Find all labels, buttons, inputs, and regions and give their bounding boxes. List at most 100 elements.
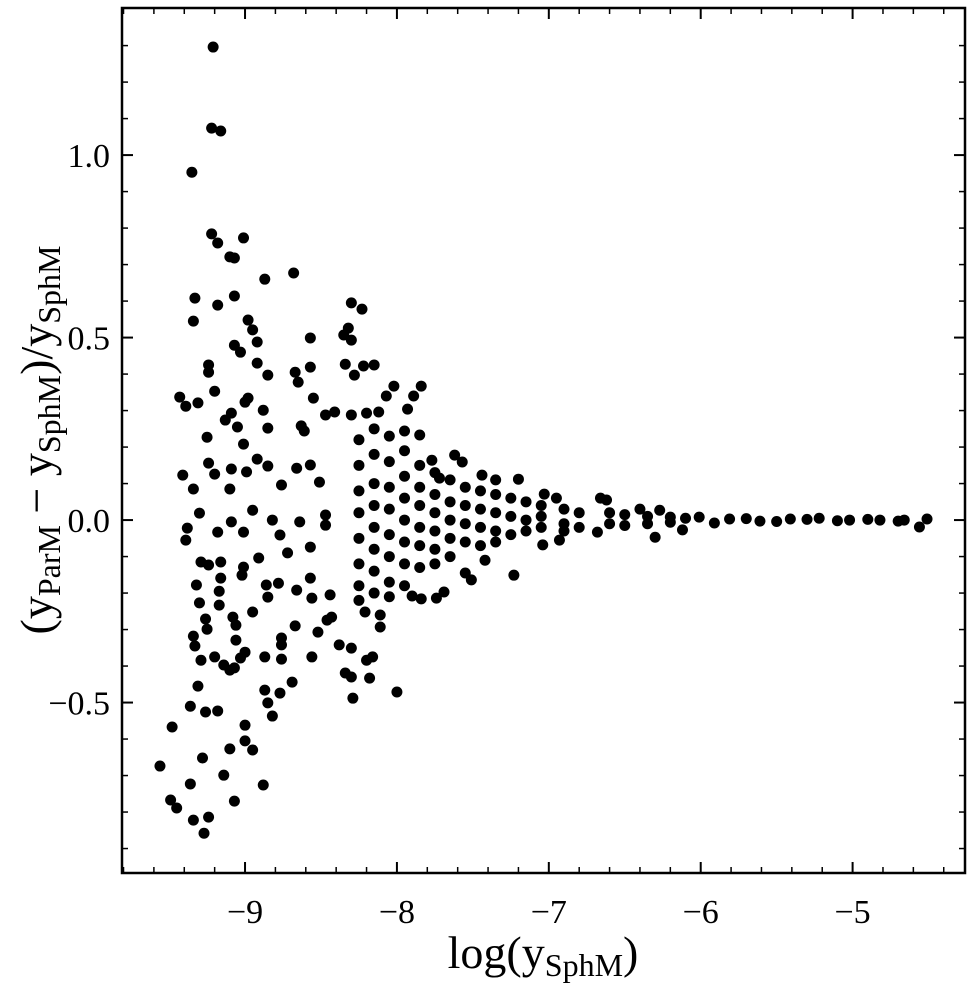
point	[274, 529, 286, 541]
point	[201, 623, 213, 635]
point	[241, 466, 253, 478]
point	[465, 574, 477, 586]
point	[708, 517, 720, 529]
point	[353, 558, 365, 570]
point	[251, 453, 263, 465]
point	[353, 532, 365, 544]
point	[429, 543, 441, 555]
point	[537, 539, 549, 551]
point	[508, 569, 520, 581]
point	[388, 380, 400, 392]
point	[374, 621, 386, 633]
point	[444, 474, 456, 486]
point	[505, 510, 517, 522]
point	[353, 580, 365, 592]
point	[408, 390, 420, 402]
point	[275, 479, 287, 491]
point	[449, 449, 461, 461]
point	[654, 504, 666, 516]
point	[459, 518, 471, 530]
point	[154, 760, 166, 772]
ylabel-part: SphM	[31, 246, 67, 324]
x-tick-label: −6	[683, 894, 719, 931]
point	[215, 572, 227, 584]
point	[429, 467, 441, 479]
point	[844, 514, 856, 526]
point	[383, 430, 395, 442]
y-tick-label: 0.0	[68, 503, 111, 540]
point	[324, 589, 336, 601]
point	[456, 456, 468, 468]
point	[676, 524, 688, 536]
point	[813, 512, 825, 524]
point	[474, 485, 486, 497]
point	[212, 526, 224, 538]
point	[414, 459, 426, 471]
point	[231, 421, 243, 433]
point	[187, 630, 199, 642]
point	[239, 719, 251, 731]
point	[444, 532, 456, 544]
point	[490, 474, 502, 486]
point	[573, 521, 585, 533]
x-tick-label: −5	[835, 894, 871, 931]
point	[399, 425, 411, 437]
point	[361, 407, 373, 419]
point	[831, 515, 843, 527]
point	[345, 334, 357, 346]
point	[345, 671, 357, 683]
point	[213, 585, 225, 597]
point	[512, 473, 524, 485]
ylabel-part: ParM	[31, 525, 67, 596]
point	[359, 606, 371, 618]
point	[862, 513, 874, 525]
point	[364, 672, 376, 684]
point	[680, 512, 692, 524]
point	[754, 515, 766, 527]
point	[520, 514, 532, 526]
point	[399, 514, 411, 526]
point	[374, 609, 386, 621]
point	[266, 514, 278, 526]
point	[242, 392, 254, 404]
point	[383, 576, 395, 588]
point	[184, 700, 196, 712]
xlabel-part: log(y	[448, 927, 545, 978]
point	[892, 515, 904, 527]
point	[200, 706, 212, 718]
x-tick-label: −9	[227, 894, 263, 931]
point	[740, 513, 752, 525]
point	[520, 496, 532, 508]
point	[192, 680, 204, 692]
point	[368, 478, 380, 490]
point	[262, 460, 274, 472]
point	[724, 513, 736, 525]
xlabel-part: )	[623, 927, 638, 978]
point	[298, 425, 310, 437]
point	[203, 559, 215, 571]
point	[383, 529, 395, 541]
point	[257, 779, 269, 791]
point	[262, 369, 274, 381]
point	[535, 521, 547, 533]
point	[368, 499, 380, 511]
point	[166, 721, 178, 733]
point	[373, 406, 385, 418]
point	[601, 494, 613, 506]
point	[259, 651, 271, 663]
point	[642, 518, 654, 530]
point	[505, 529, 517, 541]
point	[444, 551, 456, 563]
point	[368, 448, 380, 460]
point	[304, 541, 316, 553]
point	[429, 507, 441, 519]
point	[490, 525, 502, 537]
point	[247, 606, 259, 618]
point	[438, 586, 450, 598]
point	[189, 640, 201, 652]
point	[262, 697, 274, 709]
point	[203, 366, 215, 378]
point	[320, 519, 332, 531]
point	[550, 492, 562, 504]
point	[414, 540, 426, 552]
